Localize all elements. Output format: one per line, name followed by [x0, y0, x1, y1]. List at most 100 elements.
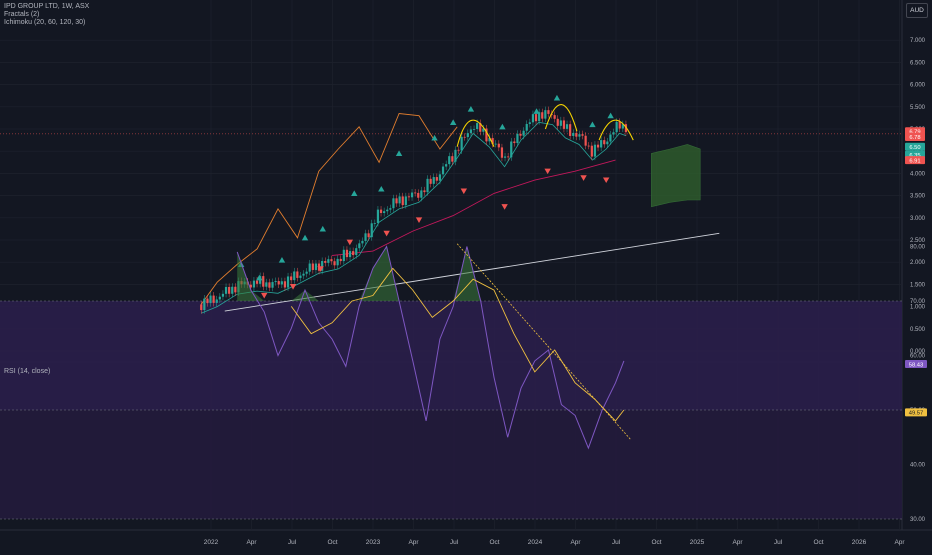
fractal-up-marker	[431, 134, 438, 141]
candle-body	[432, 177, 435, 184]
candle-body	[435, 177, 438, 181]
rsi-title[interactable]: RSI (14, close)	[4, 368, 51, 375]
time-tick-label: Oct	[327, 539, 337, 546]
fractal-up-marker	[278, 256, 286, 263]
symbol-title[interactable]: IPD GROUP LTD, 1W, ASX	[4, 3, 90, 10]
fractal-up-marker	[499, 123, 506, 130]
rsi-tick-label: 80.00	[910, 245, 926, 251]
conversion-line	[201, 121, 627, 314]
indicator-ichimoku[interactable]: Ichimoku (20, 60, 120, 30)	[4, 19, 86, 26]
candle-body	[407, 196, 411, 198]
cloud-area	[651, 144, 701, 208]
rsi-tick-label: 70.00	[910, 299, 926, 305]
time-tick-label: Jul	[288, 539, 297, 546]
candle-body	[339, 258, 342, 262]
candle-body	[510, 141, 513, 158]
candle-body	[324, 261, 327, 263]
time-tick-label: Jul	[612, 539, 621, 546]
candle-body	[392, 198, 395, 209]
candle-body	[265, 282, 268, 287]
candle-body	[218, 296, 221, 300]
fractal-down-marker	[289, 284, 297, 290]
candle-body	[507, 156, 510, 158]
candle-body	[404, 196, 407, 206]
candle-body	[417, 192, 420, 198]
time-tick-label: Apr	[570, 539, 581, 546]
candle-body	[612, 132, 615, 135]
candle-body	[531, 114, 535, 123]
candle-body	[395, 198, 398, 204]
candle-body	[519, 133, 522, 136]
candle-body	[252, 280, 256, 288]
candle-body	[221, 293, 225, 297]
fractal-down-marker	[415, 217, 423, 224]
candle-body	[423, 190, 426, 193]
candle-body	[283, 281, 287, 288]
fractal-down-marker	[580, 175, 587, 181]
candle-body	[575, 132, 578, 137]
indicator-fractals[interactable]: Fractals (2)	[4, 11, 40, 18]
price-label-text: 6.79	[909, 129, 920, 135]
time-tick-label: Apr	[732, 539, 743, 546]
candle-body	[445, 164, 448, 167]
price-tick-label: 3.500	[910, 194, 926, 200]
fractal-up-marker	[301, 234, 309, 241]
rsi-trendline	[456, 243, 632, 441]
candle-body	[361, 240, 364, 244]
price-tick-label: 1.000	[910, 305, 926, 311]
candle-body	[268, 282, 271, 288]
time-tick-label: Apr	[246, 539, 257, 546]
fractal-down-marker	[544, 168, 551, 175]
candle-body	[327, 259, 330, 263]
candle-body	[441, 166, 445, 175]
candle-body	[348, 251, 352, 258]
candle-body	[386, 209, 389, 212]
arc-drawing	[598, 119, 634, 141]
candle-body	[621, 124, 624, 129]
arc-drawing	[456, 119, 495, 147]
candle-body	[500, 147, 504, 158]
fractal-up-marker	[467, 106, 475, 112]
candle-body	[485, 128, 488, 142]
price-label-text: 6.91	[909, 158, 920, 164]
fractal-up-marker	[449, 119, 457, 125]
fractal-down-marker	[501, 204, 508, 210]
price-tick-label: 6.500	[910, 60, 926, 66]
rsi-value-box	[905, 408, 927, 417]
candle-body	[231, 286, 234, 294]
candle-body	[609, 134, 612, 142]
candle-body	[206, 298, 209, 304]
price-label-text: 6.78	[909, 135, 920, 141]
axes: 0.000 0.500 1.000 1.500 2.000 2.500 3.000 3.500…	[204, 38, 927, 546]
price-tick-label: 0.000	[910, 349, 926, 355]
fractals	[237, 94, 614, 299]
candle-body	[593, 144, 597, 157]
candle-body	[429, 178, 432, 184]
currency-button[interactable]: AUD	[906, 3, 928, 18]
fractal-up-marker	[319, 225, 326, 232]
candle-body	[482, 128, 485, 132]
candle-body	[522, 130, 525, 136]
rsi-tick-label: 60.00	[910, 354, 926, 360]
candle-body	[457, 149, 460, 151]
candle-body	[389, 208, 392, 210]
candle-body	[584, 135, 587, 146]
time-tick-label: 2026	[852, 539, 867, 546]
candle-body	[541, 112, 544, 119]
candle-body	[228, 286, 231, 294]
fractal-up-marker	[256, 274, 263, 281]
fractal-up-marker	[378, 185, 385, 192]
candle-body	[383, 211, 386, 213]
candle-body	[333, 261, 336, 266]
price-tick-label: 5.500	[910, 105, 926, 111]
candle-body	[547, 110, 550, 114]
main-legend: IPD GROUP LTD, 1W, ASX Fractals (2) Ichi…	[4, 3, 89, 27]
candle-body	[249, 284, 252, 288]
fractal-up-marker	[533, 108, 540, 114]
candle-body	[224, 286, 228, 294]
candle-body	[274, 281, 277, 283]
candle-body	[590, 145, 593, 157]
candle-body	[305, 271, 308, 274]
rsi-tick-label: 30.00	[910, 517, 926, 523]
